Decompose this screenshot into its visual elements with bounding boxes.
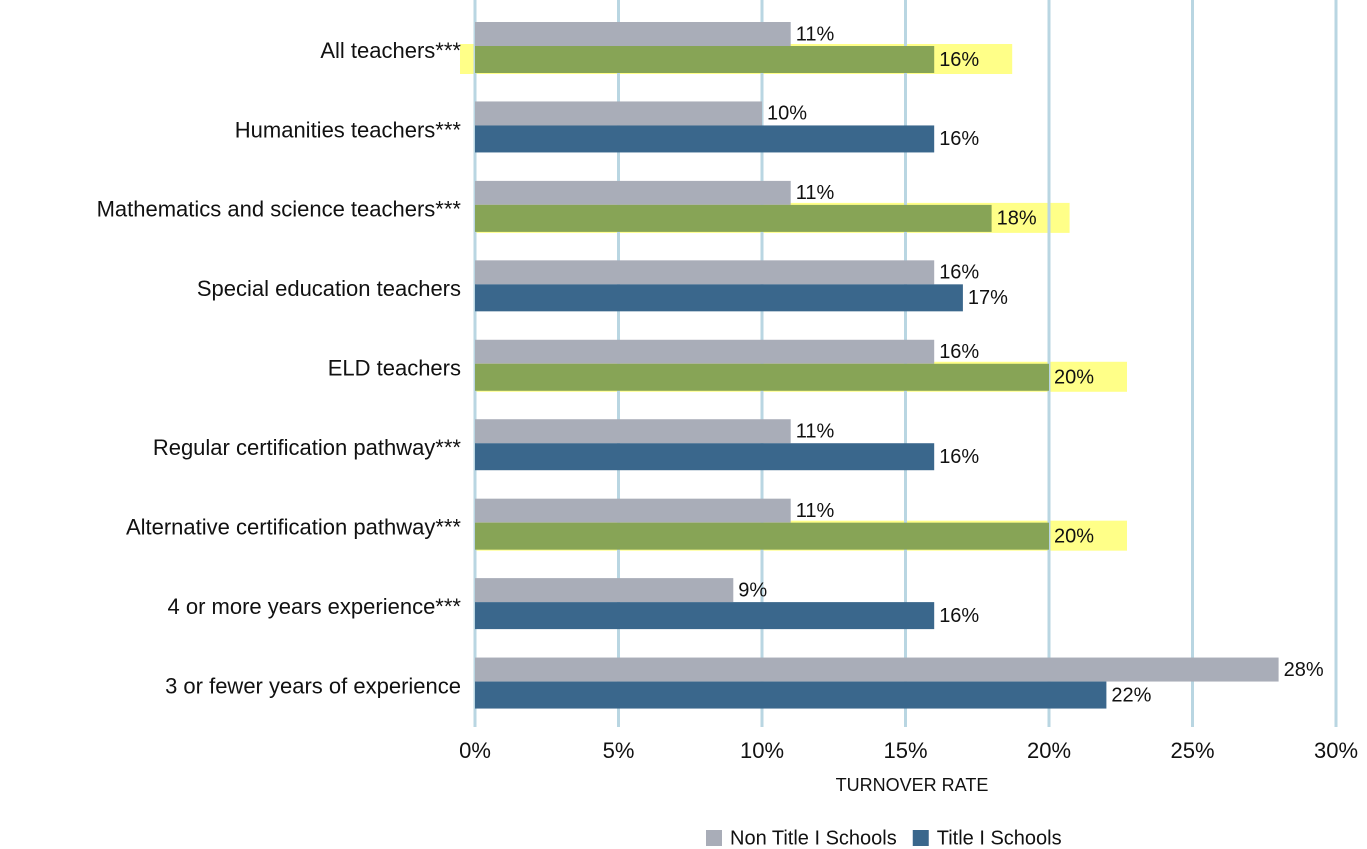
data-label: 11% <box>796 23 835 45</box>
category-label: Humanities teachers*** <box>235 117 462 142</box>
data-label: 22% <box>1111 684 1151 706</box>
data-label: 16% <box>939 49 979 71</box>
bar <box>475 443 935 471</box>
bar <box>475 602 935 630</box>
x-tick-label: 25% <box>1170 738 1214 763</box>
x-tick-label: 0% <box>459 738 491 763</box>
bar <box>475 578 734 603</box>
x-tick-label: 30% <box>1314 738 1358 763</box>
category-label: 4 or more years experience*** <box>168 594 462 619</box>
data-label: 11% <box>796 500 835 522</box>
bar <box>475 498 791 523</box>
bar <box>475 204 992 232</box>
data-label: 11% <box>796 182 835 204</box>
data-label: 9% <box>738 579 767 601</box>
data-label: 11% <box>796 421 835 443</box>
bar <box>475 419 791 444</box>
bar <box>475 681 1107 709</box>
bar <box>475 284 963 312</box>
bar <box>475 339 935 364</box>
bar <box>475 260 935 285</box>
legend-label: Non Title I Schools <box>730 827 897 849</box>
data-label: 10% <box>767 103 807 125</box>
bar <box>475 657 1279 682</box>
x-tick-label: 15% <box>883 738 927 763</box>
data-label: 16% <box>939 605 979 627</box>
category-label: Mathematics and science teachers*** <box>97 197 462 222</box>
category-label: Special education teachers <box>197 276 461 301</box>
category-label: Alternative certification pathway*** <box>126 514 461 539</box>
data-label: 16% <box>939 128 979 150</box>
x-axis-label: TURNOVER RATE <box>836 775 989 795</box>
legend-swatch <box>706 830 722 846</box>
data-label: 16% <box>939 341 979 363</box>
bar <box>475 22 791 46</box>
category-label: All teachers*** <box>320 38 461 63</box>
data-label: 28% <box>1284 659 1324 681</box>
x-tick-label: 5% <box>603 738 635 763</box>
category-label: ELD teachers <box>328 356 461 381</box>
bar <box>475 101 762 126</box>
bar <box>475 363 1049 391</box>
bar <box>475 125 935 153</box>
data-label: 17% <box>968 287 1008 309</box>
data-label: 18% <box>997 208 1037 230</box>
category-label: Regular certification pathway*** <box>153 435 462 460</box>
legend-label: Title I Schools <box>937 827 1062 849</box>
x-tick-label: 10% <box>740 738 784 763</box>
bar <box>475 180 791 205</box>
legend-swatch <box>912 830 929 846</box>
category-label: 3 or fewer years of experience <box>165 673 461 698</box>
data-label: 20% <box>1054 525 1094 547</box>
data-label: 20% <box>1054 367 1094 389</box>
data-label: 16% <box>939 262 979 284</box>
data-label: 16% <box>939 446 979 468</box>
bar <box>475 46 935 73</box>
x-tick-label: 20% <box>1027 738 1071 763</box>
bar <box>475 522 1049 550</box>
